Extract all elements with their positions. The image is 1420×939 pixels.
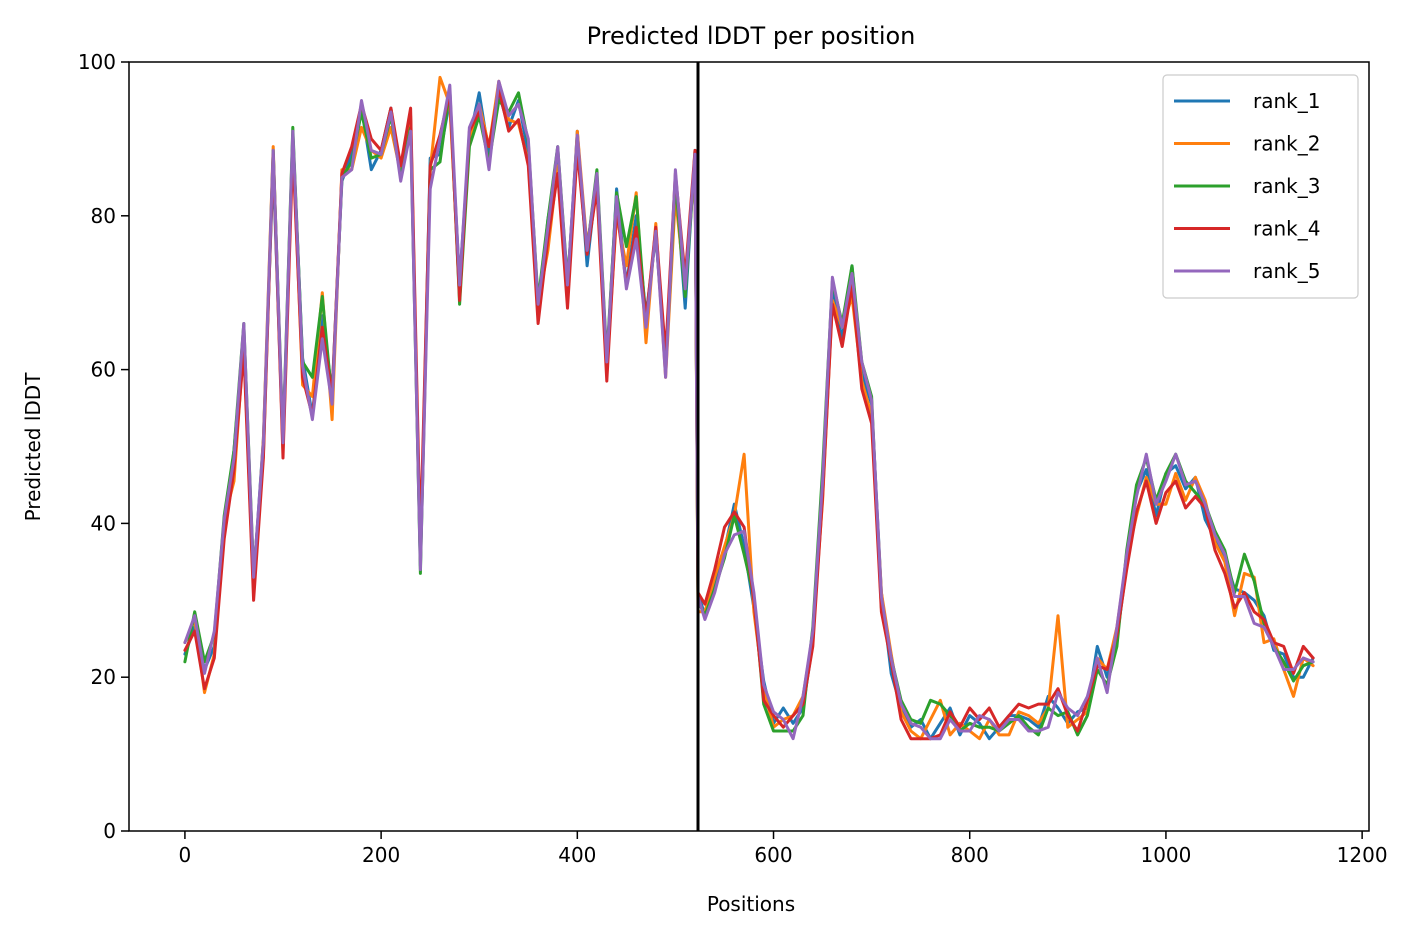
legend-label-rank_2: rank_2	[1253, 132, 1320, 156]
legend-label-rank_1: rank_1	[1253, 89, 1320, 113]
y-tick-label: 0	[103, 819, 116, 843]
legend: rank_1 rank_2 rank_3 rank_4 rank_5	[1162, 74, 1359, 299]
x-tick-label: 0	[179, 843, 192, 867]
y-tick-label: 40	[91, 511, 116, 535]
legend-label-rank_5: rank_5	[1253, 259, 1320, 283]
x-tick-label: 1000	[1140, 843, 1191, 867]
y-tick-label: 100	[78, 50, 116, 74]
plot-lines	[183, 75, 1315, 741]
x-tick-label: 1200	[1337, 843, 1388, 867]
y-axis: 0 20 40 60 80 100	[78, 50, 129, 843]
x-tick-label: 200	[362, 843, 400, 867]
legend-label-rank_3: rank_3	[1253, 174, 1320, 198]
plot-frame	[128, 61, 1370, 832]
x-axis: 0 200 400 600 800 1000 1200	[179, 831, 1388, 867]
y-tick-label: 80	[91, 204, 116, 228]
y-tick-label: 60	[91, 358, 116, 382]
x-tick-label: 400	[558, 843, 596, 867]
legend-label-rank_4: rank_4	[1253, 217, 1320, 241]
x-axis-label: Positions	[707, 892, 795, 916]
y-tick-label: 20	[91, 665, 116, 689]
x-tick-label: 800	[951, 843, 989, 867]
series-line-rank_5	[183, 79, 1315, 741]
series-line-rank_4	[183, 87, 1315, 741]
x-tick-label: 600	[754, 843, 792, 867]
y-axis-label: Predicted lDDT	[21, 372, 45, 522]
chart-title: Predicted lDDT per position	[587, 22, 916, 50]
legend-box	[1162, 74, 1359, 299]
